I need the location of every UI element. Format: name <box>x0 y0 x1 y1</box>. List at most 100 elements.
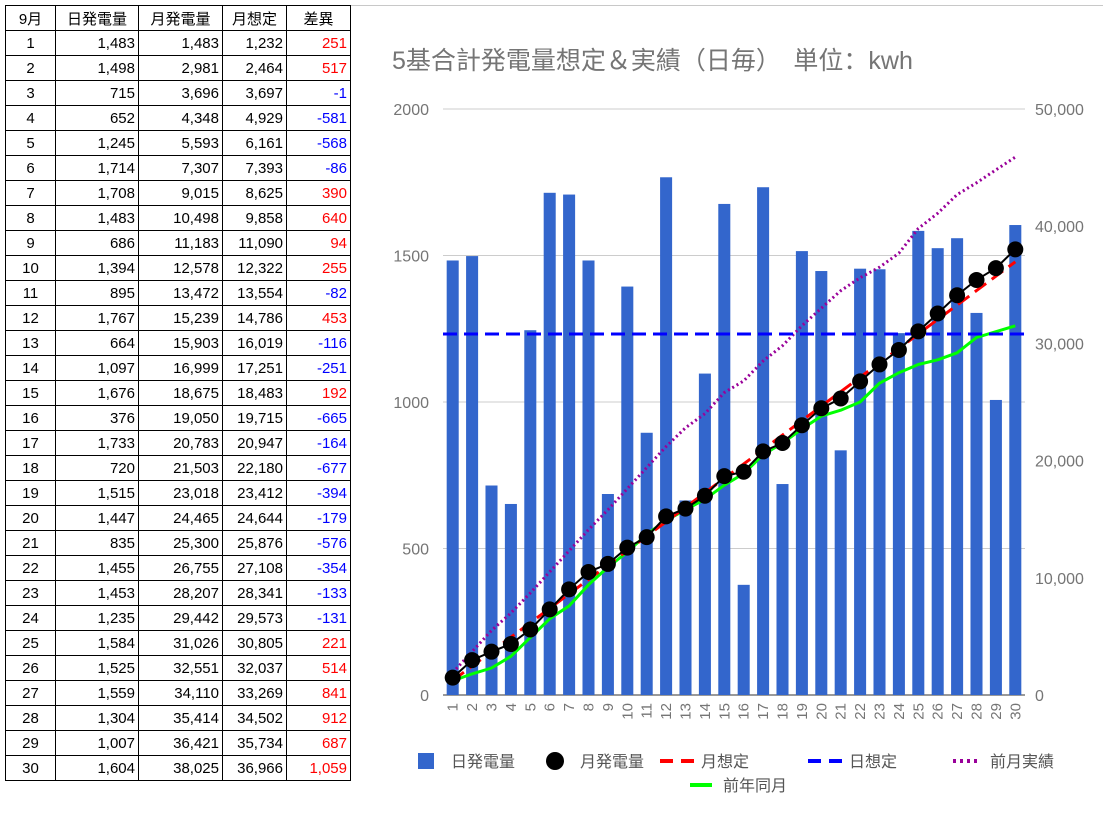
cell-daily-generation[interactable]: 1,447 <box>55 505 139 531</box>
cell-daily-generation[interactable]: 1,676 <box>55 380 139 406</box>
cell-difference[interactable]: -665 <box>286 405 351 431</box>
cell-monthly-generation[interactable]: 35,414 <box>138 705 223 731</box>
cell-monthly-estimate[interactable]: 6,161 <box>222 130 287 156</box>
cell-difference[interactable]: 912 <box>286 705 351 731</box>
cell-day[interactable]: 23 <box>5 580 56 606</box>
cell-daily-generation[interactable]: 1,733 <box>55 430 139 456</box>
cell-difference[interactable]: 687 <box>286 730 351 756</box>
cell-day[interactable]: 9 <box>5 230 56 256</box>
cell-daily-generation[interactable]: 1,708 <box>55 180 139 206</box>
cell-day[interactable]: 12 <box>5 305 56 331</box>
header-month[interactable]: 9月 <box>5 5 56 31</box>
cell-daily-generation[interactable]: 1,498 <box>55 55 139 81</box>
cell-day[interactable]: 3 <box>5 80 56 106</box>
cell-monthly-generation[interactable]: 20,783 <box>138 430 223 456</box>
cell-difference[interactable]: -133 <box>286 580 351 606</box>
cell-difference[interactable]: 390 <box>286 180 351 206</box>
cell-difference[interactable]: -116 <box>286 330 351 356</box>
cell-difference[interactable]: -1 <box>286 80 351 106</box>
legend-item[interactable]: 月発電量 <box>546 752 644 771</box>
cell-day[interactable]: 14 <box>5 355 56 381</box>
cell-monthly-generation[interactable]: 15,239 <box>138 305 223 331</box>
header-monthly-estimate[interactable]: 月想定 <box>222 5 287 31</box>
cell-daily-generation[interactable]: 1,453 <box>55 580 139 606</box>
cell-day[interactable]: 4 <box>5 105 56 131</box>
cell-monthly-estimate[interactable]: 14,786 <box>222 305 287 331</box>
cell-monthly-estimate[interactable]: 36,966 <box>222 755 287 781</box>
cell-monthly-estimate[interactable]: 1,232 <box>222 30 287 56</box>
cell-monthly-estimate[interactable]: 32,037 <box>222 655 287 681</box>
cell-monthly-generation[interactable]: 24,465 <box>138 505 223 531</box>
cell-monthly-estimate[interactable]: 25,876 <box>222 530 287 556</box>
cell-daily-generation[interactable]: 1,483 <box>55 205 139 231</box>
cell-day[interactable]: 5 <box>5 130 56 156</box>
cell-monthly-estimate[interactable]: 9,858 <box>222 205 287 231</box>
cell-day[interactable]: 15 <box>5 380 56 406</box>
cell-monthly-generation[interactable]: 5,593 <box>138 130 223 156</box>
cell-monthly-generation[interactable]: 2,981 <box>138 55 223 81</box>
cell-monthly-estimate[interactable]: 29,573 <box>222 605 287 631</box>
cell-difference[interactable]: -131 <box>286 605 351 631</box>
cell-difference[interactable]: 192 <box>286 380 351 406</box>
cell-difference[interactable]: -82 <box>286 280 351 306</box>
cell-daily-generation[interactable]: 720 <box>55 455 139 481</box>
cell-daily-generation[interactable]: 652 <box>55 105 139 131</box>
cell-daily-generation[interactable]: 1,767 <box>55 305 139 331</box>
cell-difference[interactable]: 517 <box>286 55 351 81</box>
cell-difference[interactable]: 255 <box>286 255 351 281</box>
cell-monthly-estimate[interactable]: 35,734 <box>222 730 287 756</box>
cell-difference[interactable]: -86 <box>286 155 351 181</box>
cell-daily-generation[interactable]: 1,515 <box>55 480 139 506</box>
cell-monthly-generation[interactable]: 4,348 <box>138 105 223 131</box>
legend-item[interactable]: 日発電量 <box>418 753 515 771</box>
cell-monthly-estimate[interactable]: 3,697 <box>222 80 287 106</box>
power-generation-chart[interactable]: 5基合計発電量想定＆実績（日毎） 単位：kwh 0500100015002000… <box>352 6 1103 819</box>
cell-monthly-estimate[interactable]: 17,251 <box>222 355 287 381</box>
cell-difference[interactable]: -354 <box>286 555 351 581</box>
cell-day[interactable]: 20 <box>5 505 56 531</box>
cell-monthly-estimate[interactable]: 11,090 <box>222 230 287 256</box>
cell-monthly-generation[interactable]: 9,015 <box>138 180 223 206</box>
cell-monthly-estimate[interactable]: 20,947 <box>222 430 287 456</box>
cell-monthly-generation[interactable]: 32,551 <box>138 655 223 681</box>
cell-monthly-generation[interactable]: 38,025 <box>138 755 223 781</box>
cell-monthly-estimate[interactable]: 7,393 <box>222 155 287 181</box>
cell-daily-generation[interactable]: 1,525 <box>55 655 139 681</box>
cell-day[interactable]: 19 <box>5 480 56 506</box>
cell-difference[interactable]: -164 <box>286 430 351 456</box>
cell-monthly-generation[interactable]: 26,755 <box>138 555 223 581</box>
cell-day[interactable]: 8 <box>5 205 56 231</box>
cell-difference[interactable]: 841 <box>286 680 351 706</box>
header-daily-generation[interactable]: 日発電量 <box>55 5 139 31</box>
cell-day[interactable]: 28 <box>5 705 56 731</box>
cell-daily-generation[interactable]: 895 <box>55 280 139 306</box>
cell-monthly-generation[interactable]: 18,675 <box>138 380 223 406</box>
cell-day[interactable]: 29 <box>5 730 56 756</box>
cell-daily-generation[interactable]: 1,714 <box>55 155 139 181</box>
cell-monthly-estimate[interactable]: 22,180 <box>222 455 287 481</box>
cell-difference[interactable]: -677 <box>286 455 351 481</box>
cell-monthly-generation[interactable]: 29,442 <box>138 605 223 631</box>
cell-daily-generation[interactable]: 1,245 <box>55 130 139 156</box>
cell-day[interactable]: 22 <box>5 555 56 581</box>
cell-monthly-estimate[interactable]: 4,929 <box>222 105 287 131</box>
cell-day[interactable]: 1 <box>5 30 56 56</box>
cell-day[interactable]: 11 <box>5 280 56 306</box>
cell-monthly-generation[interactable]: 16,999 <box>138 355 223 381</box>
cell-difference[interactable]: -251 <box>286 355 351 381</box>
cell-monthly-estimate[interactable]: 30,805 <box>222 630 287 656</box>
cell-monthly-estimate[interactable]: 27,108 <box>222 555 287 581</box>
cell-monthly-estimate[interactable]: 19,715 <box>222 405 287 431</box>
cell-monthly-generation[interactable]: 31,026 <box>138 630 223 656</box>
cell-day[interactable]: 21 <box>5 530 56 556</box>
cell-monthly-generation[interactable]: 23,018 <box>138 480 223 506</box>
cell-daily-generation[interactable]: 1,483 <box>55 30 139 56</box>
cell-difference[interactable]: 94 <box>286 230 351 256</box>
cell-daily-generation[interactable]: 664 <box>55 330 139 356</box>
cell-monthly-generation[interactable]: 21,503 <box>138 455 223 481</box>
header-monthly-generation[interactable]: 月発電量 <box>138 5 223 31</box>
cell-day[interactable]: 6 <box>5 155 56 181</box>
cell-monthly-generation[interactable]: 36,421 <box>138 730 223 756</box>
cell-monthly-generation[interactable]: 13,472 <box>138 280 223 306</box>
cell-daily-generation[interactable]: 715 <box>55 80 139 106</box>
